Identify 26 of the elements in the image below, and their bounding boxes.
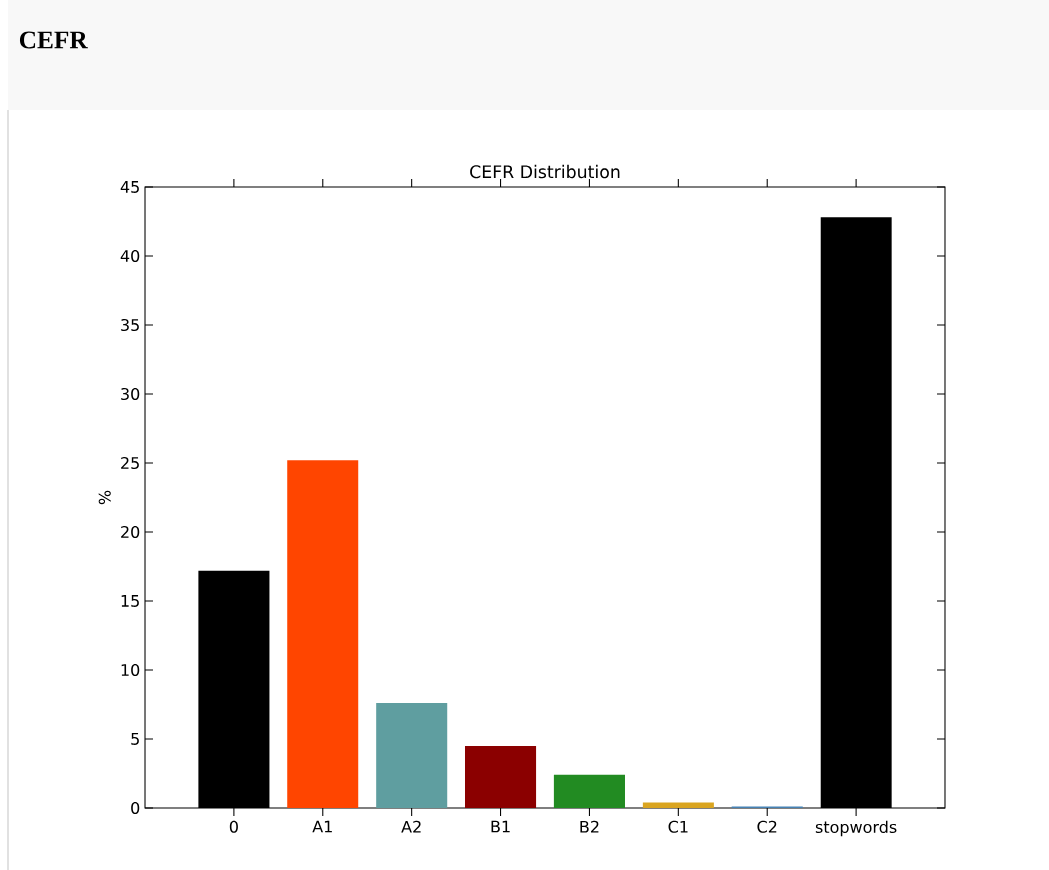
- x-tick-label: A1: [312, 820, 332, 833]
- bar: [376, 703, 448, 808]
- y-tick-label: 5: [131, 733, 139, 745]
- y-tick-label: 10: [121, 663, 140, 677]
- y-tick-label: 40: [120, 249, 140, 263]
- x-tick-label: A2: [401, 820, 421, 833]
- y-tick-label: 20: [121, 525, 140, 539]
- x-tick-label: 0: [229, 820, 238, 833]
- y-tick-label: 30: [121, 387, 140, 401]
- y-tick-label: 35: [121, 318, 139, 332]
- x-tick-label: B1: [491, 820, 510, 833]
- y-tick-label: 25: [121, 456, 139, 470]
- y-tick-label: 15: [121, 595, 139, 607]
- text: CEFR: [19, 31, 88, 49]
- bar: [287, 460, 359, 808]
- x-tick-label: C2: [757, 820, 777, 833]
- chart-title: CEFR Distribution: [470, 164, 620, 179]
- x-tick-label: stopwords: [815, 820, 897, 837]
- y-tick-label: 0: [131, 801, 140, 815]
- x-tick-label: C1: [668, 820, 688, 833]
- bar: [642, 802, 714, 808]
- x-tick-label: B2: [580, 820, 599, 833]
- bar: [465, 745, 537, 808]
- y-axis-title: %: [98, 490, 111, 505]
- y-tick-label: 45: [120, 181, 139, 193]
- bar: [553, 774, 625, 808]
